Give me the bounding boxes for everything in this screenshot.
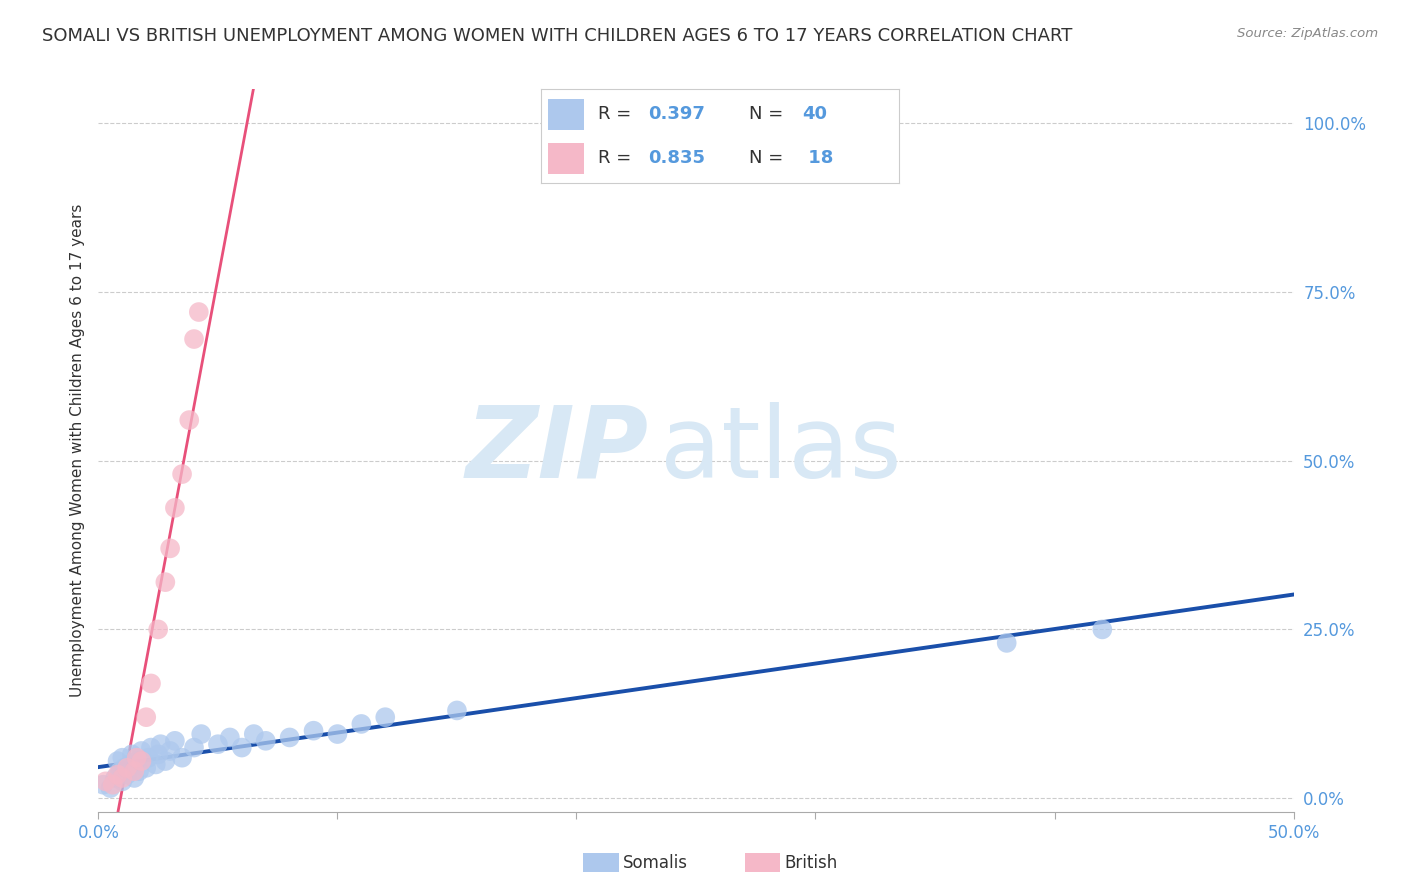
Point — [278, 731, 301, 745]
Point — [163, 500, 186, 515]
Point — [145, 757, 167, 772]
Point — [155, 575, 177, 590]
Point — [107, 754, 129, 768]
Point — [446, 703, 468, 717]
Point — [139, 740, 162, 755]
Point — [231, 740, 253, 755]
Point — [243, 727, 266, 741]
Point — [1091, 623, 1114, 637]
Point — [131, 744, 153, 758]
Point — [148, 623, 170, 637]
Point — [183, 332, 205, 346]
Point — [350, 717, 373, 731]
Point — [172, 467, 194, 481]
Point — [172, 750, 194, 764]
Text: SOMALI VS BRITISH UNEMPLOYMENT AMONG WOMEN WITH CHILDREN AGES 6 TO 17 YEARS CORR: SOMALI VS BRITISH UNEMPLOYMENT AMONG WOM… — [42, 27, 1073, 45]
Point — [163, 734, 186, 748]
Point — [159, 744, 181, 758]
Point — [149, 737, 172, 751]
Text: British: British — [785, 854, 838, 871]
Point — [111, 750, 134, 764]
Point — [118, 757, 141, 772]
Point — [995, 636, 1018, 650]
Point — [115, 767, 138, 781]
Point — [302, 723, 325, 738]
Point — [138, 750, 160, 764]
Point — [128, 764, 150, 779]
Point — [111, 771, 134, 785]
Text: Somalis: Somalis — [623, 854, 688, 871]
Point — [135, 710, 157, 724]
Point — [115, 761, 138, 775]
Point — [254, 734, 277, 748]
Point — [131, 754, 153, 768]
Point — [179, 413, 201, 427]
Point — [107, 767, 129, 781]
Point — [114, 761, 136, 775]
Point — [125, 754, 148, 768]
Point — [374, 710, 396, 724]
Point — [94, 774, 117, 789]
Point — [183, 740, 205, 755]
Point — [104, 771, 127, 785]
Point — [135, 761, 157, 775]
Y-axis label: Unemployment Among Women with Children Ages 6 to 17 years: Unemployment Among Women with Children A… — [69, 203, 84, 698]
Point — [207, 737, 229, 751]
Text: Source: ZipAtlas.com: Source: ZipAtlas.com — [1237, 27, 1378, 40]
Point — [326, 727, 349, 741]
Point — [124, 771, 146, 785]
Point — [148, 747, 170, 762]
Point — [121, 747, 143, 762]
Point — [111, 774, 134, 789]
Point — [155, 754, 177, 768]
Point — [91, 778, 114, 792]
Point — [187, 305, 209, 319]
Text: ZIP: ZIP — [465, 402, 648, 499]
Point — [108, 764, 131, 779]
Point — [124, 764, 146, 779]
Point — [219, 731, 242, 745]
Point — [98, 781, 122, 796]
Point — [190, 727, 212, 741]
Point — [101, 778, 124, 792]
Point — [139, 676, 162, 690]
Point — [125, 750, 148, 764]
Point — [159, 541, 181, 556]
Text: atlas: atlas — [661, 402, 901, 499]
